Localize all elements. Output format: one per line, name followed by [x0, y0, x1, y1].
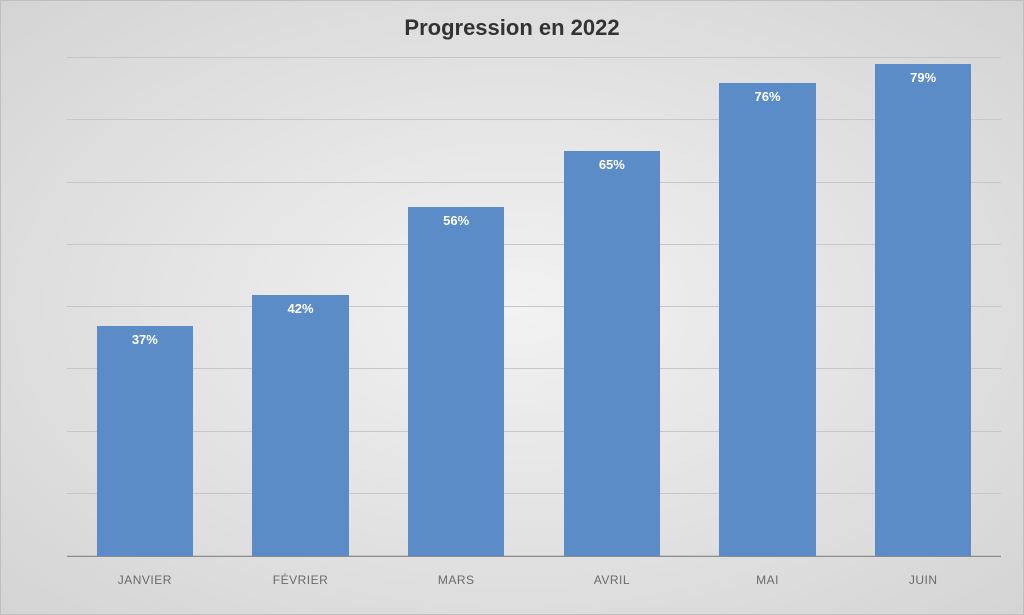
bar-value-label: 56% [408, 213, 505, 228]
bar-slot: 37% [67, 59, 223, 556]
bar: 42% [252, 295, 349, 556]
chart-title: Progression en 2022 [1, 15, 1023, 41]
plot-area: 37% 42% 56% 65% 76% 79% [67, 59, 1001, 557]
bar-slot: 65% [534, 59, 690, 556]
bar: 76% [719, 83, 816, 556]
bar-slot: 56% [378, 59, 534, 556]
bar-value-label: 42% [252, 301, 349, 316]
x-axis-label: AVRIL [534, 573, 690, 587]
bar: 65% [564, 151, 661, 556]
bar-slot: 79% [845, 59, 1001, 556]
gridline [67, 57, 1001, 58]
bar: 56% [408, 207, 505, 556]
bar-value-label: 79% [875, 70, 972, 85]
x-axis-label: JUIN [845, 573, 1001, 587]
bar-slot: 76% [690, 59, 846, 556]
x-axis: JANVIERFÉVRIERMARSAVRILMAIJUIN [67, 573, 1001, 587]
bar-value-label: 65% [564, 157, 661, 172]
x-axis-label: MAI [690, 573, 846, 587]
bar-slot: 42% [223, 59, 379, 556]
bars-row: 37% 42% 56% 65% 76% 79% [67, 59, 1001, 556]
x-axis-label: FÉVRIER [223, 573, 379, 587]
bar: 79% [875, 64, 972, 556]
bar-value-label: 76% [719, 89, 816, 104]
x-axis-label: JANVIER [67, 573, 223, 587]
x-axis-label: MARS [378, 573, 534, 587]
bar: 37% [97, 326, 194, 556]
bar-value-label: 37% [97, 332, 194, 347]
